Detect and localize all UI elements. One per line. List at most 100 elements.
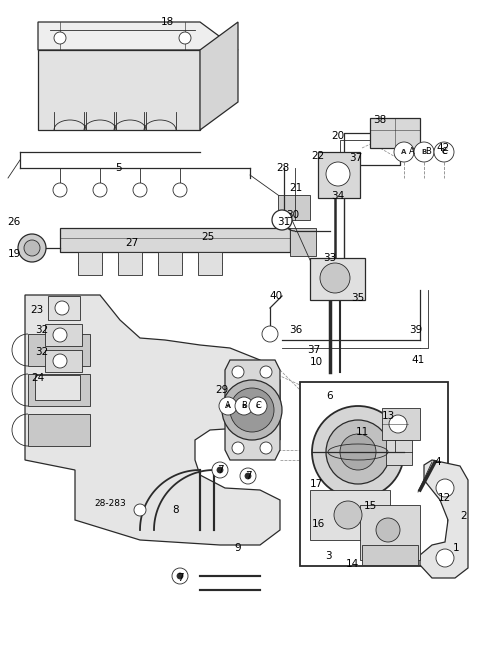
- Text: 35: 35: [351, 293, 365, 303]
- Text: 13: 13: [382, 411, 395, 421]
- Polygon shape: [48, 296, 80, 320]
- Text: 10: 10: [310, 357, 323, 367]
- Text: 11: 11: [355, 427, 369, 437]
- Text: 7: 7: [177, 573, 183, 583]
- Text: A: A: [409, 147, 415, 157]
- Ellipse shape: [240, 468, 256, 484]
- Text: 12: 12: [437, 493, 451, 503]
- Ellipse shape: [222, 380, 282, 440]
- Ellipse shape: [24, 240, 40, 256]
- Text: C: C: [441, 147, 447, 157]
- Ellipse shape: [434, 142, 454, 162]
- Polygon shape: [35, 375, 80, 400]
- Text: 23: 23: [30, 305, 44, 315]
- Ellipse shape: [436, 549, 454, 567]
- Ellipse shape: [55, 301, 69, 315]
- Polygon shape: [28, 374, 90, 406]
- Ellipse shape: [262, 326, 278, 342]
- Text: 22: 22: [312, 151, 324, 161]
- Ellipse shape: [389, 415, 407, 433]
- Ellipse shape: [217, 467, 223, 473]
- Text: 26: 26: [7, 217, 21, 227]
- Text: 15: 15: [363, 501, 377, 511]
- Text: 4: 4: [435, 457, 441, 467]
- Ellipse shape: [18, 234, 46, 262]
- Text: 39: 39: [409, 325, 422, 335]
- Text: B: B: [241, 403, 246, 408]
- Ellipse shape: [326, 420, 390, 484]
- Ellipse shape: [230, 388, 274, 432]
- Ellipse shape: [414, 142, 434, 162]
- Text: 30: 30: [287, 210, 300, 220]
- Ellipse shape: [334, 501, 362, 529]
- Polygon shape: [386, 440, 412, 465]
- Text: 37: 37: [307, 345, 321, 355]
- Ellipse shape: [53, 354, 67, 368]
- Polygon shape: [318, 152, 360, 198]
- Text: A: A: [225, 401, 231, 410]
- Text: 7: 7: [245, 471, 252, 481]
- Ellipse shape: [93, 183, 107, 197]
- Text: 3: 3: [324, 551, 331, 561]
- Text: B: B: [425, 147, 431, 157]
- Polygon shape: [225, 360, 280, 460]
- Text: 18: 18: [160, 17, 174, 27]
- Text: 36: 36: [289, 325, 302, 335]
- Ellipse shape: [133, 183, 147, 197]
- Polygon shape: [278, 195, 310, 220]
- Polygon shape: [310, 258, 365, 300]
- Text: 34: 34: [331, 191, 345, 201]
- Ellipse shape: [394, 142, 414, 162]
- Ellipse shape: [260, 442, 272, 454]
- Text: 6: 6: [327, 391, 333, 401]
- Text: C: C: [256, 403, 260, 408]
- Text: A: A: [226, 403, 230, 408]
- Text: 16: 16: [312, 519, 324, 529]
- Ellipse shape: [436, 479, 454, 497]
- Ellipse shape: [219, 397, 237, 415]
- Ellipse shape: [53, 183, 67, 197]
- Text: A: A: [401, 149, 407, 155]
- Text: 41: 41: [411, 355, 425, 365]
- Text: 24: 24: [31, 373, 45, 383]
- Text: 32: 32: [36, 325, 48, 335]
- Text: 42: 42: [436, 143, 450, 153]
- Polygon shape: [45, 324, 82, 346]
- Text: 20: 20: [331, 131, 345, 141]
- Ellipse shape: [232, 366, 244, 378]
- Ellipse shape: [53, 328, 67, 342]
- Ellipse shape: [272, 210, 292, 230]
- Text: 1: 1: [453, 543, 459, 553]
- Ellipse shape: [320, 263, 350, 293]
- Text: 38: 38: [373, 115, 386, 125]
- Ellipse shape: [54, 32, 66, 44]
- Polygon shape: [38, 50, 200, 130]
- Text: 29: 29: [216, 385, 228, 395]
- Polygon shape: [200, 22, 238, 130]
- Ellipse shape: [134, 504, 146, 516]
- Polygon shape: [360, 505, 420, 560]
- Ellipse shape: [177, 573, 183, 579]
- Text: 2: 2: [461, 511, 468, 521]
- Polygon shape: [118, 252, 142, 275]
- Text: 8: 8: [173, 505, 180, 515]
- Text: 14: 14: [346, 559, 359, 569]
- Text: 17: 17: [310, 479, 323, 489]
- Polygon shape: [300, 382, 448, 566]
- Text: 32: 32: [36, 347, 48, 357]
- Text: 19: 19: [7, 249, 21, 259]
- Polygon shape: [28, 334, 90, 366]
- Ellipse shape: [179, 32, 191, 44]
- Text: 37: 37: [349, 153, 362, 163]
- Ellipse shape: [173, 183, 187, 197]
- Ellipse shape: [376, 518, 400, 542]
- Text: 9: 9: [235, 543, 241, 553]
- Polygon shape: [420, 460, 468, 578]
- Polygon shape: [362, 545, 418, 565]
- Ellipse shape: [312, 406, 404, 498]
- Text: B: B: [241, 401, 247, 410]
- Polygon shape: [38, 22, 238, 50]
- Ellipse shape: [245, 473, 251, 479]
- Text: 33: 33: [324, 253, 336, 263]
- Polygon shape: [198, 252, 222, 275]
